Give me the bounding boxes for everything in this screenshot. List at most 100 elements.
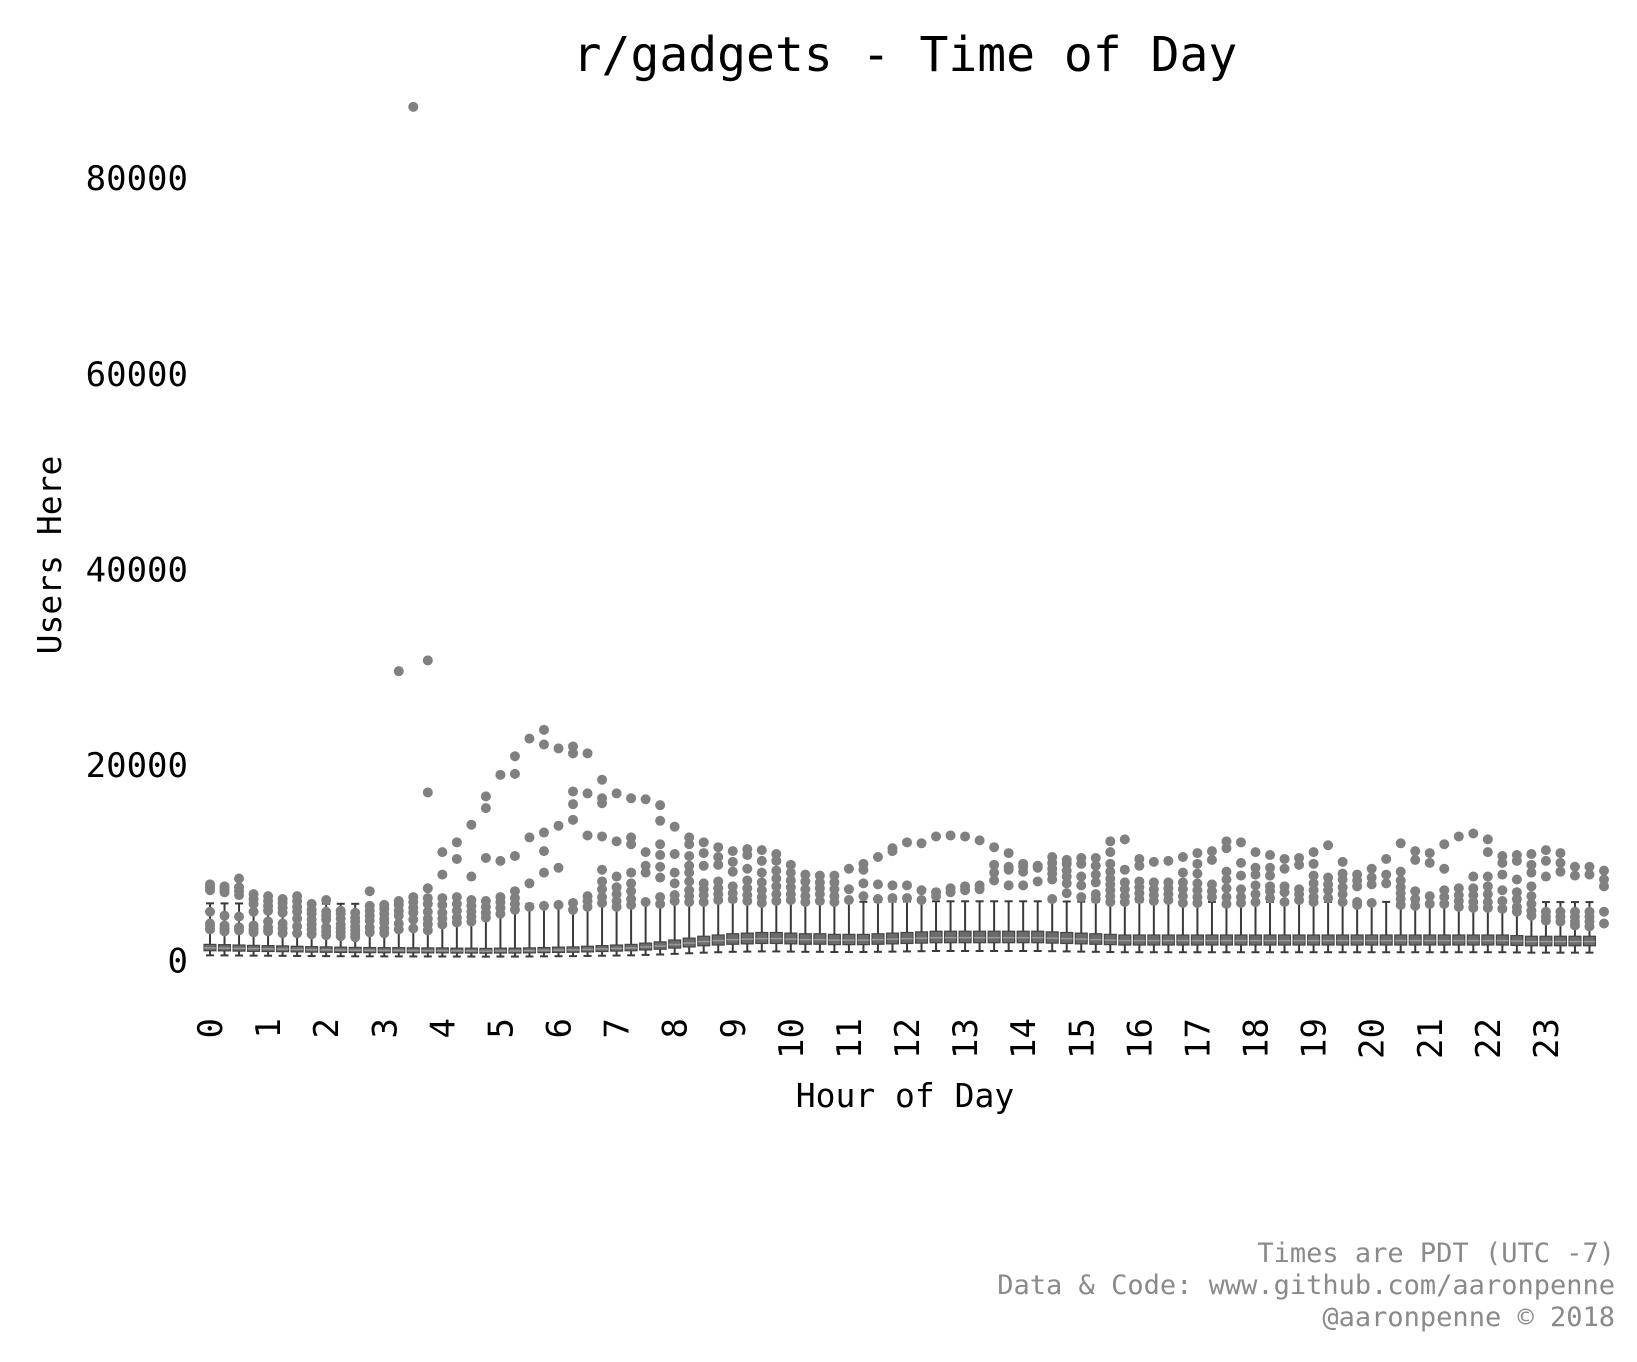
outlier-point bbox=[480, 791, 491, 802]
outlier-point bbox=[1018, 880, 1029, 891]
outlier-point bbox=[742, 850, 753, 861]
x-tick-label: 16 bbox=[1120, 1018, 1160, 1059]
outlier-point bbox=[1584, 921, 1595, 932]
outlier-point bbox=[1265, 850, 1276, 861]
outlier-point bbox=[1439, 885, 1450, 896]
outlier-point bbox=[902, 893, 912, 904]
outlier-point bbox=[1323, 893, 1334, 904]
outlier-point bbox=[1134, 853, 1145, 864]
outlier-point bbox=[756, 885, 767, 896]
outlier-point bbox=[1468, 890, 1479, 901]
outlier-point bbox=[1352, 899, 1363, 910]
outlier-point bbox=[626, 878, 637, 889]
outlier-point bbox=[1061, 871, 1072, 882]
outlier-point bbox=[1410, 846, 1421, 857]
x-axis-label: Hour of Day bbox=[796, 1076, 1015, 1115]
outlier-point bbox=[1105, 896, 1116, 907]
outlier-point bbox=[1439, 898, 1450, 909]
outlier-point bbox=[451, 898, 462, 909]
outlier-point bbox=[263, 926, 274, 937]
outlier-point bbox=[1599, 874, 1609, 885]
outlier-point bbox=[1279, 863, 1290, 874]
outlier-point bbox=[1148, 856, 1159, 867]
outlier-point bbox=[422, 655, 433, 666]
outlier-point bbox=[945, 887, 956, 898]
outlier-point bbox=[509, 851, 520, 862]
outlier-point bbox=[931, 891, 942, 902]
x-tick-label: 13 bbox=[946, 1018, 986, 1059]
outlier-point bbox=[219, 910, 230, 921]
outlier-point bbox=[1221, 892, 1232, 903]
outlier-point bbox=[1555, 857, 1566, 868]
outlier-point bbox=[1076, 892, 1087, 903]
outlier-point bbox=[553, 820, 564, 831]
outlier-point bbox=[1105, 866, 1116, 877]
x-tick-label: 12 bbox=[888, 1018, 928, 1059]
outlier-point bbox=[538, 827, 549, 838]
outlier-point bbox=[655, 892, 666, 903]
outlier-point bbox=[1323, 840, 1334, 851]
outlier-point bbox=[524, 878, 535, 889]
outlier-point bbox=[1482, 847, 1493, 858]
outlier-point bbox=[1221, 843, 1232, 854]
credits-author: @aaronpenne © 2018 bbox=[1322, 1302, 1615, 1333]
x-tick-label: 22 bbox=[1469, 1018, 1509, 1059]
outlier-point bbox=[727, 894, 738, 905]
outlier-point bbox=[1482, 881, 1493, 892]
outlier-point bbox=[1584, 869, 1595, 880]
outlier-point bbox=[1308, 858, 1319, 869]
outlier-point bbox=[1250, 889, 1261, 900]
outlier-point bbox=[597, 897, 608, 908]
outlier-point bbox=[437, 847, 448, 858]
outlier-point bbox=[698, 837, 709, 848]
outlier-point bbox=[480, 912, 491, 923]
outlier-point bbox=[1076, 871, 1087, 882]
outlier-point bbox=[292, 921, 303, 932]
outlier-point bbox=[1308, 847, 1319, 858]
outlier-point bbox=[364, 886, 375, 897]
outlier-point bbox=[597, 884, 608, 895]
outlier-point bbox=[1337, 856, 1348, 867]
outlier-point bbox=[1381, 878, 1392, 889]
outlier-point bbox=[1497, 851, 1508, 862]
outlier-point bbox=[1119, 864, 1130, 875]
outlier-point bbox=[292, 906, 303, 917]
outlier-point bbox=[727, 881, 738, 892]
outlier-point bbox=[1206, 846, 1217, 857]
outlier-point bbox=[727, 846, 738, 857]
outlier-point bbox=[858, 878, 869, 889]
outlier-point bbox=[205, 885, 215, 896]
x-tick-label: 5 bbox=[481, 1018, 521, 1038]
outlier-point bbox=[1163, 855, 1174, 866]
outlier-point bbox=[916, 885, 927, 896]
outlier-point bbox=[1424, 848, 1435, 859]
credits-source-link[interactable]: Data & Code: www.github.com/aaronpenne bbox=[997, 1270, 1615, 1301]
outlier-point bbox=[785, 859, 796, 870]
outlier-point bbox=[1308, 878, 1319, 889]
outlier-point bbox=[742, 883, 753, 894]
outlier-point bbox=[829, 877, 840, 888]
outlier-point bbox=[538, 724, 549, 735]
outlier-point bbox=[451, 892, 462, 903]
outlier-point bbox=[1003, 848, 1014, 859]
outlier-point bbox=[538, 867, 549, 878]
outlier-point bbox=[364, 927, 375, 938]
outlier-point bbox=[1250, 880, 1261, 891]
outlier-point bbox=[1381, 869, 1392, 880]
outlier-point bbox=[1511, 874, 1522, 885]
outlier-point bbox=[480, 852, 491, 863]
outlier-point bbox=[611, 901, 622, 912]
outlier-point bbox=[843, 884, 854, 895]
outlier-point bbox=[1047, 874, 1058, 885]
outlier-point bbox=[1061, 888, 1072, 899]
outlier-point bbox=[1163, 895, 1174, 906]
outlier-point bbox=[509, 904, 520, 915]
outlier-point bbox=[1439, 863, 1450, 874]
outlier-point bbox=[538, 900, 549, 911]
outlier-point bbox=[1003, 864, 1014, 875]
outlier-point bbox=[611, 889, 622, 900]
outlier-point bbox=[1555, 866, 1566, 877]
outlier-point bbox=[1265, 886, 1276, 897]
outlier-point bbox=[1206, 854, 1217, 865]
outlier-point bbox=[234, 873, 245, 884]
